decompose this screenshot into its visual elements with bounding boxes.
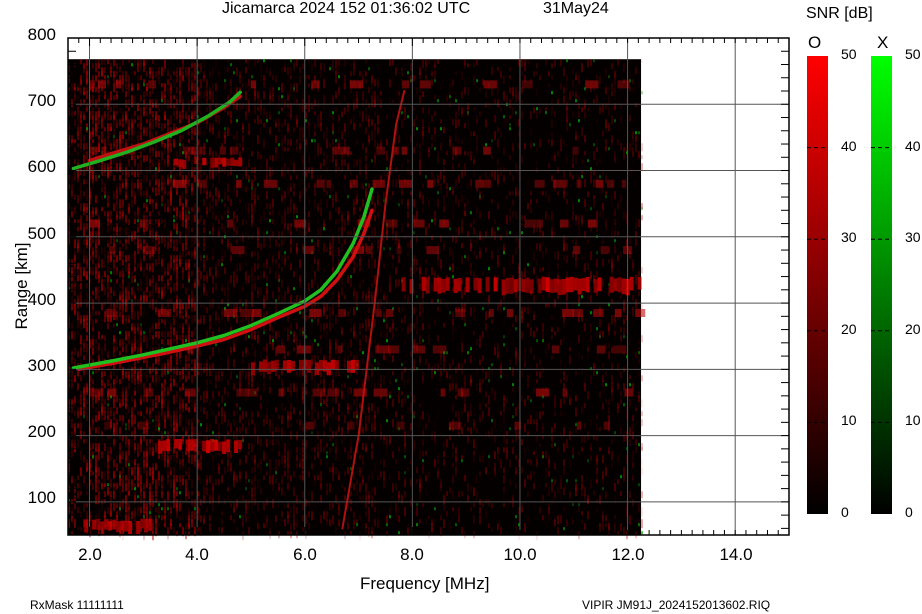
o-mode-f-trace xyxy=(77,208,374,372)
ytick-200: 200 xyxy=(27,422,56,441)
x-mode-f-trace xyxy=(71,187,374,370)
xtick-2: 2.0 xyxy=(78,545,102,564)
xtick-10: 10.0 xyxy=(503,545,537,564)
ytick-600: 600 xyxy=(27,157,56,176)
y-axis-label: Range [km] xyxy=(12,242,31,330)
colorbar-tick-50: 50 xyxy=(905,46,921,62)
colorbar-tick-30: 30 xyxy=(841,229,857,246)
colorbar-tick-40: 40 xyxy=(905,137,921,154)
colorbar-o xyxy=(807,56,828,514)
file-name-label: VIPIR JM91J_2024152013602.RIQ xyxy=(582,598,771,612)
ytick-300: 300 xyxy=(27,356,56,375)
xtick-14: 14.0 xyxy=(719,545,753,564)
o-mode-steep-cusp xyxy=(341,90,406,530)
ytick-500: 500 xyxy=(27,224,56,243)
colorbar-x-label: X xyxy=(877,33,889,52)
ionogram-data xyxy=(68,59,646,541)
grid-lines xyxy=(68,38,789,535)
colorbar-tick-30: 30 xyxy=(905,229,921,246)
colorbar-tick-50: 50 xyxy=(841,46,857,62)
ytick-700: 700 xyxy=(27,91,56,110)
colorbar-tick-20: 20 xyxy=(905,320,921,337)
colorbar-tick-20: 20 xyxy=(841,320,857,337)
colorbar-x xyxy=(871,56,892,514)
snr-colorbars xyxy=(807,56,892,514)
xtick-12: 12.0 xyxy=(611,545,645,564)
colorbar-tick-10: 10 xyxy=(905,412,921,429)
colorbar-tick-40: 40 xyxy=(841,137,857,154)
colorbar-title: SNR [dB] xyxy=(806,5,873,22)
rx-mask-label: RxMask 11111111 xyxy=(30,598,124,612)
xtick-6: 6.0 xyxy=(293,545,317,564)
colorbar-tick-10: 10 xyxy=(841,412,857,429)
plot-frame xyxy=(67,37,790,536)
ytick-400: 400 xyxy=(27,290,56,309)
echo-patches xyxy=(84,80,646,535)
xtick-4: 4.0 xyxy=(185,545,209,564)
plot-title: Jicamarca 2024 152 01:36:02 UTC xyxy=(222,0,471,17)
ytick-800: 800 xyxy=(27,25,56,44)
colorbar-tick-0: 0 xyxy=(841,504,849,520)
xtick-8: 8.0 xyxy=(400,545,424,564)
plot-date: 31May24 xyxy=(543,0,609,17)
ytick-100: 100 xyxy=(27,488,56,507)
colorbar-o-label: O xyxy=(808,33,822,52)
colorbar-tick-0: 0 xyxy=(905,504,913,520)
x-axis-label: Frequency [MHz] xyxy=(360,574,490,593)
